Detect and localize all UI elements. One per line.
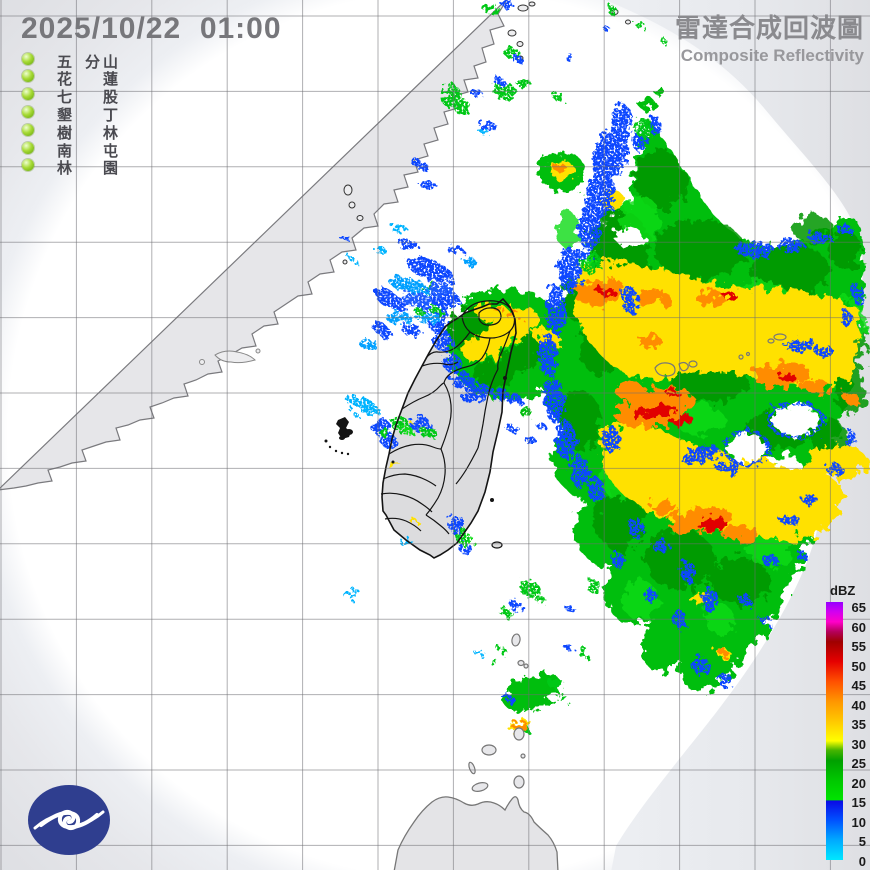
dbz-colorbar — [826, 602, 843, 860]
station-marker-icon — [22, 123, 34, 136]
echo-batanes-cell — [500, 672, 566, 733]
cwa-logo — [28, 785, 110, 855]
dbz-unit-label: dBZ — [830, 583, 856, 598]
station-row: 南屯 — [20, 140, 130, 160]
echo-layer — [340, 1, 868, 848]
station-row: 花蓮 — [20, 68, 130, 88]
station-marker-icon — [22, 159, 34, 172]
station-name-char: 林 — [56, 160, 72, 178]
station-name-char: 林 — [102, 124, 118, 142]
station-marker-icon — [22, 105, 34, 118]
station-name-char: 丁 — [102, 106, 118, 124]
kinmen-islands — [199, 348, 261, 365]
station-marker-icon — [22, 88, 34, 101]
station-name-char: 五 — [56, 53, 72, 71]
dbz-tick: 65 — [851, 600, 866, 615]
station-name-char: 分 — [84, 53, 100, 71]
orchid-island — [491, 541, 503, 549]
station-marker-icon — [22, 52, 34, 65]
dbz-tick: 0 — [858, 853, 866, 869]
dbz-tick: 30 — [851, 736, 866, 752]
station-row: 墾丁 — [20, 104, 130, 124]
station-name-char: 七 — [56, 89, 72, 107]
dbz-tick: 50 — [851, 658, 866, 674]
title-english: Composite Reflectivity — [680, 46, 864, 65]
taiwan-coastline — [381, 297, 517, 559]
timestamp: 2025/10/22 01:00 — [21, 12, 282, 45]
radar-station-list: 五分山花蓮七股墾丁樹林南屯林園 — [0, 0, 130, 190]
echo-hole-rims — [723, 401, 825, 467]
dbz-tick: 20 — [851, 775, 866, 791]
station-name-char: 股 — [102, 89, 118, 107]
station-name-char: 樹 — [56, 124, 72, 142]
page-title: 雷達合成回波圖 Composite Reflectivity — [675, 8, 864, 66]
station-row: 七股 — [20, 86, 130, 106]
range-limit-east — [604, 0, 870, 870]
title-chinese: 雷達合成回波圖 — [674, 13, 864, 43]
dbz-tick: 60 — [851, 619, 866, 635]
dbz-tick: 40 — [851, 697, 866, 713]
yaeyama-islands — [654, 333, 787, 377]
echo-holes — [616, 228, 820, 470]
luzon-coast — [393, 796, 559, 870]
station-name-char: 屯 — [102, 142, 118, 160]
dbz-tick: 55 — [851, 639, 866, 654]
dbz-tick: 15 — [851, 795, 866, 810]
station-row: 五分山 — [20, 51, 130, 71]
dbz-tick: 45 — [851, 678, 866, 693]
station-name-char: 山 — [102, 53, 118, 71]
station-name-char: 園 — [102, 160, 118, 178]
boundary-lines-layer — [324, 297, 787, 870]
station-name-char: 墾 — [56, 106, 72, 124]
station-name-char: 蓮 — [102, 71, 118, 89]
station-row: 樹林 — [20, 122, 130, 142]
batanes-islands — [468, 633, 529, 792]
dbz-tick: 5 — [858, 834, 866, 849]
station-marker-icon — [22, 141, 34, 154]
station-name-char: 花 — [56, 71, 72, 89]
station-name-char: 南 — [56, 142, 72, 160]
penghu-islands — [324, 376, 507, 502]
taiwan-county-borders — [380, 300, 516, 535]
station-row: 林園 — [20, 157, 130, 177]
echo-field-strait — [340, 159, 476, 350]
dbz-tick: 35 — [851, 717, 866, 732]
station-marker-icon — [22, 70, 34, 83]
dbz-tick: 10 — [851, 814, 866, 830]
dbz-tick: 25 — [851, 756, 866, 771]
